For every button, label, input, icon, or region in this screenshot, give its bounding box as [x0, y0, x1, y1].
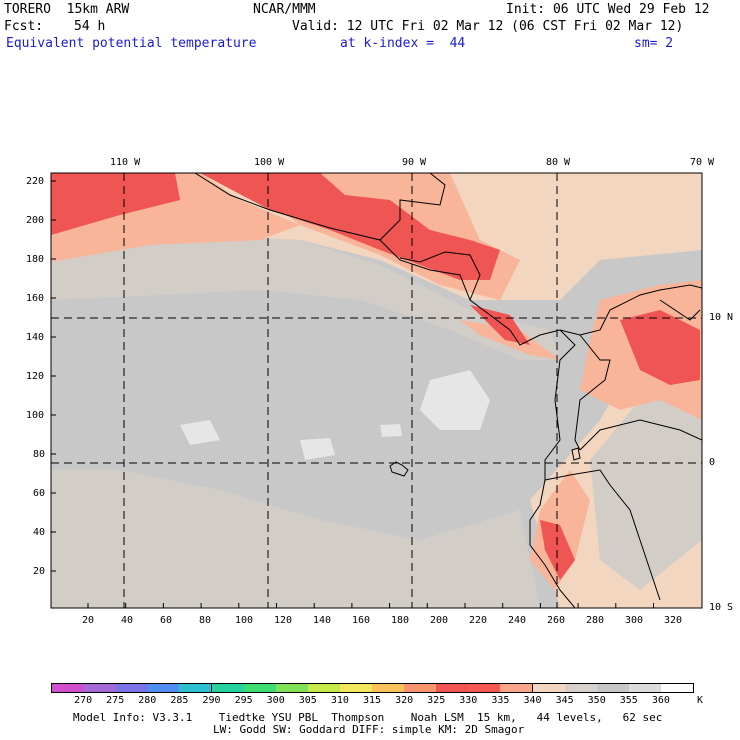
graticule [51, 173, 702, 608]
x-tick-label: 100 [235, 615, 254, 626]
organization: NCAR/MMM [253, 2, 316, 17]
y-tick-label: 160 [26, 293, 45, 304]
lon-label-70w: 70 W [690, 157, 715, 168]
x-tick-label: 20 [82, 615, 95, 626]
y-tick-label: 200 [26, 215, 45, 226]
colorbar-label: 300 [266, 695, 285, 706]
colorbar-label: 355 [619, 695, 638, 706]
colorbar-swatch [628, 683, 662, 693]
colorbar-swatch [436, 683, 470, 693]
colorbar-label: 335 [491, 695, 510, 706]
y-tick-label: 120 [26, 371, 45, 382]
colorbar-label: 360 [651, 695, 670, 706]
lat-label-0: 0 [709, 457, 716, 468]
x-tick-label: 200 [430, 615, 449, 626]
field-shading [51, 173, 702, 608]
lon-label-110w: 110 W [110, 157, 141, 168]
colorbar-swatch [83, 683, 117, 693]
colorbar-label: 340 [523, 695, 542, 706]
smoothing-info: sm= 2 [634, 36, 674, 51]
colorbar-swatch [115, 683, 149, 693]
colorbar-label: 325 [427, 695, 446, 706]
colorbar-label: 305 [298, 695, 317, 706]
lat-label-10n: 10 N [709, 312, 734, 323]
lon-label-100w: 100 W [254, 157, 285, 168]
x-tick-label: 120 [274, 615, 293, 626]
colorbar-swatch [179, 683, 213, 693]
x-tick-label: 40 [121, 615, 134, 626]
x-tick-label: 300 [625, 615, 644, 626]
colorbar-swatch [372, 683, 406, 693]
y-tick-label: 80 [33, 449, 46, 460]
colorbar-label: 345 [555, 695, 574, 706]
coastlines [194, 173, 702, 608]
colorbar-swatch [404, 683, 438, 693]
colorbar-label: 285 [170, 695, 189, 706]
forecast-label: Fcst: [4, 19, 44, 34]
x-tick-label: 240 [508, 615, 527, 626]
colorbar-swatch [147, 683, 181, 693]
lon-label-80w: 80 W [546, 157, 571, 168]
x-tick-label: 220 [469, 615, 488, 626]
colorbar-unit: K [697, 695, 704, 706]
colorbar-swatch [532, 683, 566, 693]
colorbar-swatch [500, 683, 534, 693]
colorbar-swatch [468, 683, 502, 693]
x-tick-label: 80 [199, 615, 212, 626]
x-tick-label: 260 [547, 615, 566, 626]
colorbar-label: 350 [587, 695, 606, 706]
y-tick-label: 140 [26, 332, 45, 343]
y-tick-label: 220 [26, 176, 45, 187]
x-tick-label: 60 [160, 615, 173, 626]
valid-time: Valid: 12 UTC Fri 02 Mar 12 (06 CST Fri … [292, 19, 684, 34]
model-name: TORERO 15km ARW [4, 2, 130, 17]
colorbar-label: 295 [234, 695, 253, 706]
colorbar-swatch [275, 683, 309, 693]
colorbar-swatch [596, 683, 630, 693]
colorbar-label: 270 [74, 695, 93, 706]
colorbar-swatch [51, 683, 85, 693]
colorbar-label: 310 [330, 695, 349, 706]
colorbar-swatch [564, 683, 598, 693]
colorbar-swatch [660, 683, 694, 693]
colorbar-label: 280 [138, 695, 157, 706]
colorbar-swatch [339, 683, 373, 693]
x-tick-label: 320 [664, 615, 683, 626]
forecast-hour: 54 h [74, 19, 106, 34]
model-info-line2: LW: Godd SW: Goddard DIFF: simple KM: 2D… [213, 723, 525, 736]
model-info-line1: Model Info: V3.3.1 Tiedtke YSU PBL Thomp… [73, 711, 663, 724]
colorbar-label: 275 [106, 695, 125, 706]
lon-label-90w: 90 W [402, 157, 427, 168]
x-tick-label: 160 [352, 615, 371, 626]
x-tick-label: 280 [586, 615, 605, 626]
colorbar-swatch [307, 683, 341, 693]
colorbar-swatch [243, 683, 277, 693]
colorbar-label: 320 [395, 695, 414, 706]
colorbar-swatch [211, 683, 245, 693]
x-tick-label: 180 [391, 615, 410, 626]
colorbar-label: 315 [362, 695, 382, 706]
y-tick-label: 20 [33, 566, 46, 577]
init-time: Init: 06 UTC Wed 29 Feb 12 [506, 2, 710, 17]
lat-label-10s: 10 S [709, 602, 734, 613]
y-tick-label: 100 [26, 410, 45, 421]
axis-tickmarks [51, 180, 654, 608]
field-name: Equivalent potential temperature [6, 36, 257, 51]
colorbar-label: 290 [202, 695, 221, 706]
y-tick-label: 180 [26, 254, 45, 265]
level-info: at k-index = 44 [340, 36, 466, 51]
x-tick-label: 140 [313, 615, 332, 626]
y-tick-label: 40 [33, 527, 46, 538]
map-frame [50, 172, 703, 609]
y-tick-label: 60 [33, 488, 46, 499]
colorbar-label: 330 [459, 695, 478, 706]
